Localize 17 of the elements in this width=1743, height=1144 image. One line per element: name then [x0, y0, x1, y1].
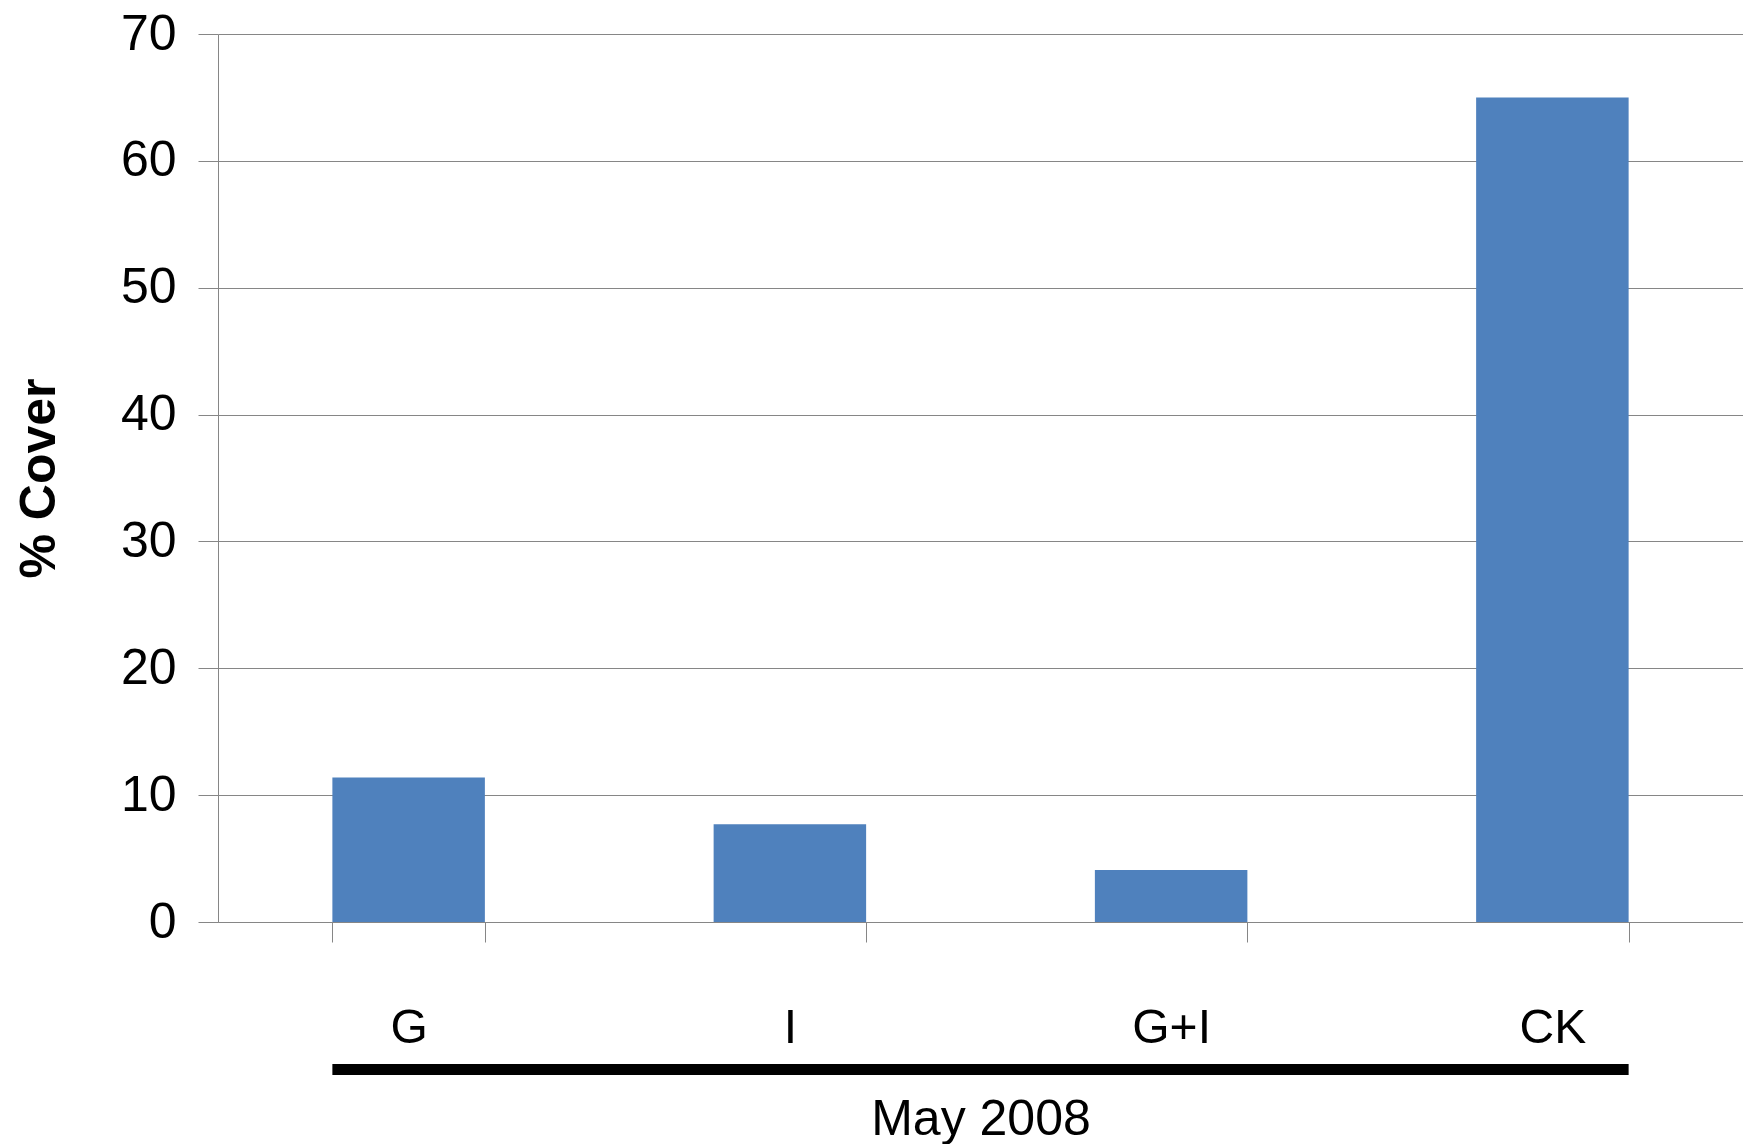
y-tick-label: 30	[120, 511, 177, 568]
bar	[713, 824, 867, 922]
y-tick-label: 70	[120, 4, 177, 61]
x-tick-label: G+I	[1132, 999, 1211, 1053]
x-tick-label: CK	[1519, 999, 1587, 1053]
x-tick-label: G	[390, 999, 428, 1053]
bar	[1094, 869, 1248, 922]
y-tick-label: 50	[120, 258, 177, 315]
y-tick-label: 10	[120, 765, 177, 822]
y-axis-title: % Cover	[9, 378, 66, 579]
y-tick-label: 0	[148, 892, 177, 949]
bar	[1476, 97, 1629, 922]
y-tick-label: 40	[120, 385, 177, 442]
x-tick-label: I	[783, 999, 798, 1053]
y-tick-label: 60	[120, 131, 177, 188]
y-tick-label: 20	[120, 638, 177, 695]
bar	[332, 777, 485, 922]
